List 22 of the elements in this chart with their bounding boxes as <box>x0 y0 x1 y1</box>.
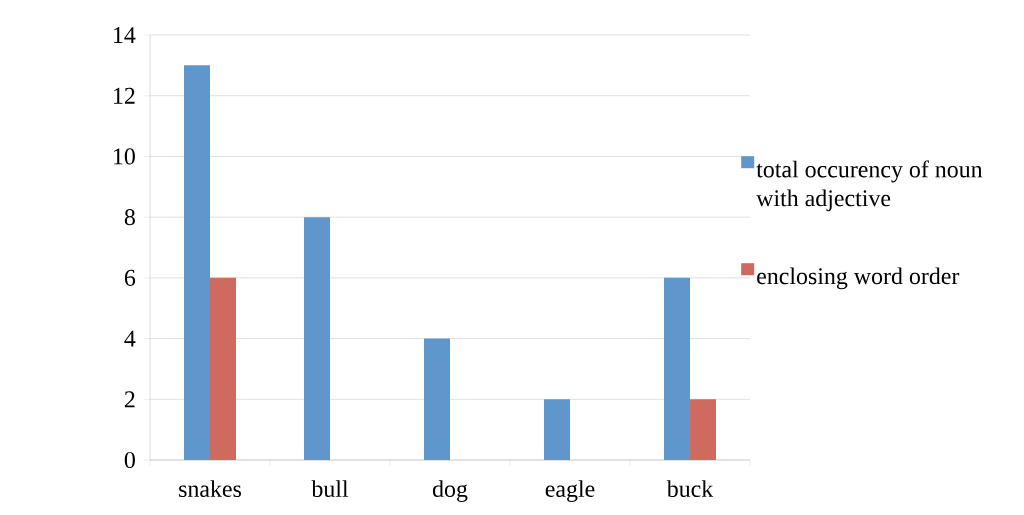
y-tick-label: 14 <box>114 27 136 43</box>
bar <box>184 65 210 460</box>
x-tick-label: bull <box>311 480 349 497</box>
bar <box>424 338 450 460</box>
y-tick-label: 12 <box>114 87 135 104</box>
y-tick-label: 2 <box>124 391 135 408</box>
x-tick-label: buck <box>666 480 714 497</box>
y-tick-label: 10 <box>114 148 135 165</box>
y-tick-label: 8 <box>124 209 135 226</box>
x-tick-label: snakes <box>179 480 242 497</box>
bar <box>304 217 330 460</box>
bar <box>690 399 717 460</box>
y-tick-label: 0 <box>124 451 135 469</box>
legend-label: enclosing word order <box>757 267 960 290</box>
y-tick-label: 6 <box>124 269 136 286</box>
x-tick-label: eagle <box>545 480 595 502</box>
y-tick-label: 4 <box>124 330 136 347</box>
bar <box>544 399 570 460</box>
legend-label: total occurency of noun with adjective <box>756 160 983 212</box>
x-tick-label: dog <box>432 480 468 502</box>
bar <box>210 277 236 460</box>
bar <box>664 277 691 460</box>
